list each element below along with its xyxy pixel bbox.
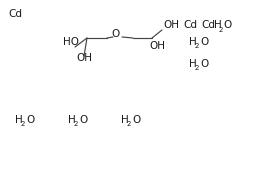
Text: O: O xyxy=(26,115,34,125)
Text: O: O xyxy=(132,115,140,125)
Text: H: H xyxy=(121,115,129,125)
Text: OH: OH xyxy=(149,41,165,51)
Text: OH: OH xyxy=(163,20,179,30)
Text: Cd: Cd xyxy=(183,20,197,30)
Text: 2: 2 xyxy=(74,121,78,127)
Text: H: H xyxy=(189,59,197,69)
Text: 2: 2 xyxy=(127,121,131,127)
Text: H: H xyxy=(189,37,197,47)
Text: 2: 2 xyxy=(219,27,223,33)
Text: H: H xyxy=(68,115,76,125)
Text: 2: 2 xyxy=(21,121,25,127)
Text: 2: 2 xyxy=(195,43,199,49)
Text: HO: HO xyxy=(63,37,79,47)
Text: Cd: Cd xyxy=(8,9,22,19)
Text: O: O xyxy=(200,59,208,69)
Text: O: O xyxy=(223,20,231,30)
Text: O: O xyxy=(79,115,87,125)
Text: Cd: Cd xyxy=(201,20,215,30)
Text: O: O xyxy=(200,37,208,47)
Text: O: O xyxy=(111,29,119,39)
Text: H: H xyxy=(15,115,23,125)
Text: OH: OH xyxy=(76,53,92,63)
Text: 2: 2 xyxy=(195,65,199,71)
Text: H: H xyxy=(214,20,222,30)
